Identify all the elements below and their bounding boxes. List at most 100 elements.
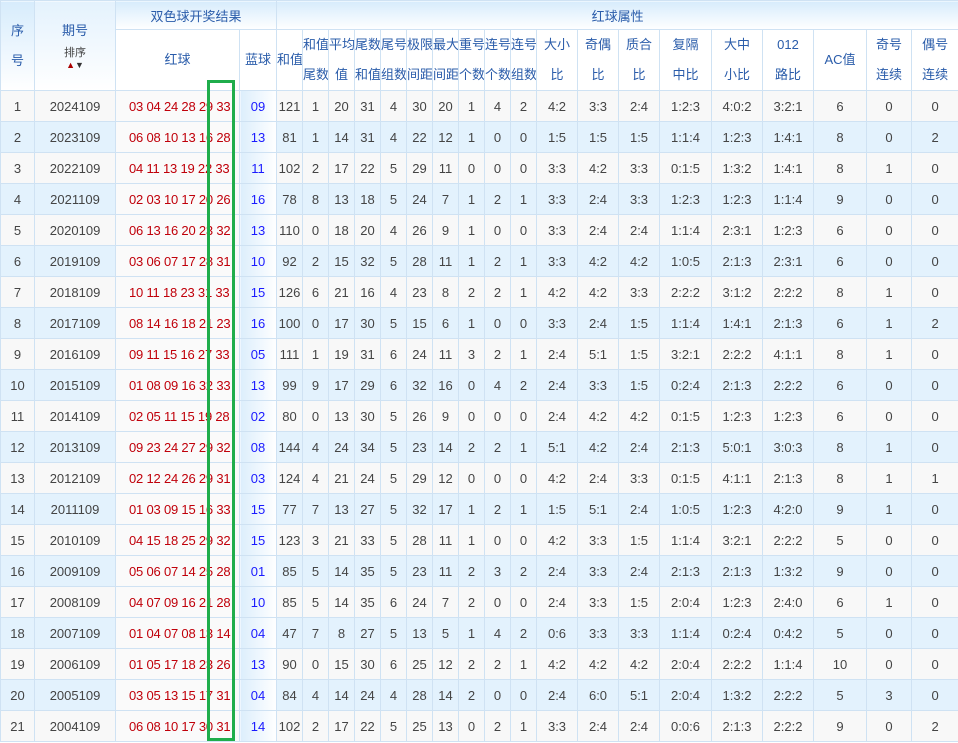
attr-cell: 26 bbox=[406, 214, 434, 246]
attr-cell: 32 bbox=[406, 369, 434, 401]
attr-cell: 32 bbox=[406, 493, 434, 525]
attr-cell: 5 bbox=[302, 586, 330, 618]
seq-cell: 12 bbox=[0, 431, 35, 463]
header-label: 小比 bbox=[724, 67, 751, 82]
attr-cell: 4 bbox=[380, 121, 408, 153]
red-balls-cell: 03 06 07 17 28 31 bbox=[115, 245, 240, 277]
attr-cell: 6 bbox=[380, 648, 408, 680]
attr-cell: 1:5 bbox=[536, 121, 579, 153]
attr-cell: 0 bbox=[458, 400, 486, 432]
attr-cell: 1:1:4 bbox=[659, 524, 713, 556]
attr-cell: 3:3 bbox=[536, 152, 579, 184]
attr-cell: 13 bbox=[328, 493, 356, 525]
header-label: 和值 bbox=[355, 67, 381, 82]
attr-cell: 2 bbox=[302, 152, 330, 184]
red-balls-cell: 10 11 18 23 31 33 bbox=[115, 276, 240, 308]
seq-cell: 11 bbox=[0, 400, 35, 432]
attr-cell: 22 bbox=[406, 121, 434, 153]
blue-ball-cell: 08 bbox=[238, 431, 278, 463]
attr-cell: 6 bbox=[302, 276, 330, 308]
attr-cell: 5:0:1 bbox=[711, 431, 764, 463]
attr-cell: 0 bbox=[866, 245, 913, 277]
attr-cell: 2:0:4 bbox=[659, 648, 713, 680]
issue-cell: 2016109 bbox=[34, 338, 116, 370]
attr-cell: 25 bbox=[406, 710, 434, 742]
attr-cell: 1:5 bbox=[618, 586, 661, 618]
attr-cell: 0:0:6 bbox=[659, 710, 713, 742]
attr-cell: 4:0:2 bbox=[711, 90, 764, 122]
attr-cell: 3:3 bbox=[536, 214, 579, 246]
header-issue[interactable]: 期号 排序 ▲▼ bbox=[34, 0, 116, 91]
attr-cell: 123 bbox=[276, 524, 304, 556]
attr-cell: 1 bbox=[866, 152, 913, 184]
attr-cell: 0 bbox=[911, 555, 958, 587]
issue-cell: 2005109 bbox=[34, 679, 116, 711]
attr-cell: 84 bbox=[276, 679, 304, 711]
seq-cell: 7 bbox=[0, 276, 35, 308]
attr-cell: 3:2:1 bbox=[711, 524, 764, 556]
attr-cell: 5:1 bbox=[577, 338, 620, 370]
attr-cell: 35 bbox=[354, 555, 382, 587]
attr-cell: 2:3:1 bbox=[762, 245, 815, 277]
issue-cell: 2012109 bbox=[34, 462, 116, 494]
attr-cell: 2 bbox=[484, 493, 512, 525]
seq-cell: 5 bbox=[0, 214, 35, 246]
sort-up-icon[interactable]: ▲ bbox=[66, 60, 75, 70]
header-attr-column: 最大 间距 bbox=[432, 29, 460, 91]
red-balls-cell: 08 14 16 18 21 23 bbox=[115, 307, 240, 339]
attr-cell: 15 bbox=[328, 245, 356, 277]
sort-button[interactable]: 排序 ▲▼ bbox=[64, 47, 86, 70]
attr-cell: 8 bbox=[432, 276, 460, 308]
attr-cell: 1 bbox=[510, 276, 538, 308]
attr-cell: 0 bbox=[510, 524, 538, 556]
attr-cell: 2:0:4 bbox=[659, 586, 713, 618]
header-label: 间距 bbox=[407, 67, 433, 82]
attr-cell: 2:4:0 bbox=[762, 586, 815, 618]
attr-cell: 3:3 bbox=[536, 245, 579, 277]
attr-cell: 2:4 bbox=[618, 90, 661, 122]
attr-cell: 21 bbox=[328, 276, 356, 308]
blue-ball-cell: 04 bbox=[238, 617, 278, 649]
attr-cell: 6:0 bbox=[577, 679, 620, 711]
header-label: 比 bbox=[632, 67, 646, 82]
blue-ball-cell: 05 bbox=[238, 338, 278, 370]
attr-cell: 17 bbox=[328, 152, 356, 184]
attr-cell: 3:3 bbox=[577, 586, 620, 618]
table-row: 13 2012109 02 12 24 26 29 31 03 124 4 21 24 5 29 1… bbox=[0, 462, 958, 494]
issue-cell: 2020109 bbox=[34, 214, 116, 246]
attr-cell: 2 bbox=[458, 431, 486, 463]
attr-cell: 1 bbox=[458, 121, 486, 153]
table-row: 5 2020109 06 13 16 20 23 32 13 110 0 18 20 4 26 9 1… bbox=[0, 214, 958, 246]
header-attr-column: 尾数 和值 bbox=[354, 29, 382, 91]
attr-cell: 2:4 bbox=[577, 462, 620, 494]
attr-cell: 23 bbox=[406, 276, 434, 308]
attr-cell: 0 bbox=[510, 462, 538, 494]
header-label: 个数 bbox=[485, 67, 511, 82]
attr-cell: 8 bbox=[302, 183, 330, 215]
attr-cell: 2 bbox=[458, 555, 486, 587]
attr-cell: 5:1 bbox=[536, 431, 579, 463]
attr-cell: 0 bbox=[866, 214, 913, 246]
attr-cell: 4 bbox=[302, 431, 330, 463]
attr-cell: 1:2:3 bbox=[711, 183, 764, 215]
attr-cell: 5 bbox=[380, 183, 408, 215]
header-attr-column: 平均值 bbox=[328, 29, 356, 91]
attr-cell: 4 bbox=[380, 214, 408, 246]
attr-cell: 4:2 bbox=[536, 462, 579, 494]
attr-cell: 2:4 bbox=[577, 307, 620, 339]
seq-cell: 19 bbox=[0, 648, 35, 680]
header-label: 重号 bbox=[459, 37, 485, 52]
attr-cell: 5 bbox=[380, 493, 408, 525]
attr-cell: 1 bbox=[458, 214, 486, 246]
attr-cell: 2:1:3 bbox=[762, 462, 815, 494]
attr-cell: 11 bbox=[432, 245, 460, 277]
seq-cell: 1 bbox=[0, 90, 35, 122]
seq-cell: 16 bbox=[0, 555, 35, 587]
issue-cell: 2013109 bbox=[34, 431, 116, 463]
attr-cell: 1 bbox=[510, 245, 538, 277]
header-label: 复隔 bbox=[672, 37, 699, 52]
sort-down-icon[interactable]: ▼ bbox=[75, 60, 84, 70]
header-label: 奇号 bbox=[876, 37, 903, 52]
issue-cell: 2008109 bbox=[34, 586, 116, 618]
attr-cell: 0 bbox=[911, 90, 958, 122]
